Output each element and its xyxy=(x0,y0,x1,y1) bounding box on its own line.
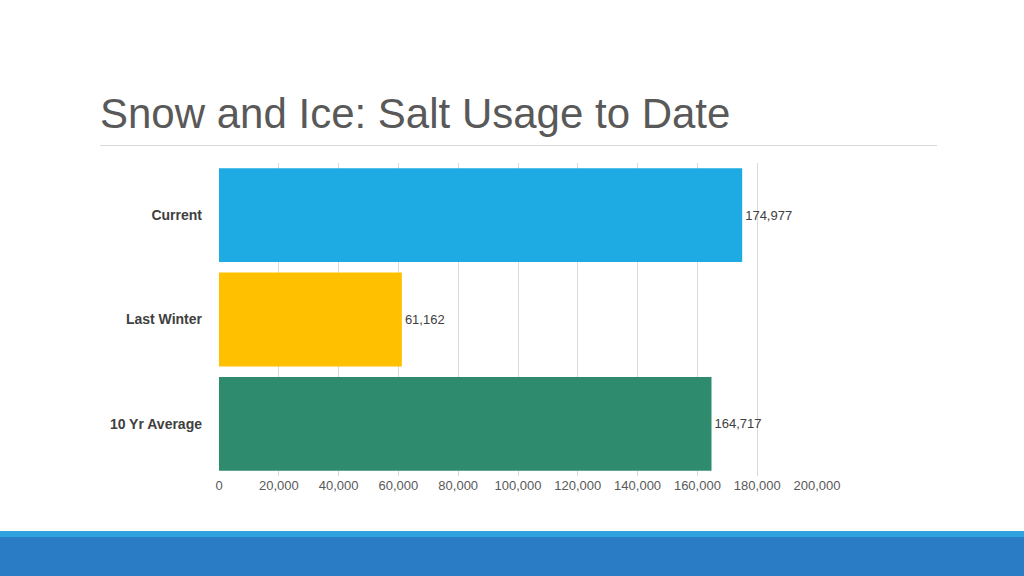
svg-text:160,000: 160,000 xyxy=(674,478,721,493)
svg-text:10 Yr Average: 10 Yr Average xyxy=(110,416,202,432)
svg-text:164,717: 164,717 xyxy=(715,416,762,431)
svg-text:40,000: 40,000 xyxy=(319,478,359,493)
svg-text:120,000: 120,000 xyxy=(554,478,601,493)
svg-text:140,000: 140,000 xyxy=(614,478,661,493)
svg-text:Last Winter: Last Winter xyxy=(126,311,203,327)
svg-text:Current: Current xyxy=(151,207,202,223)
svg-text:Snow and Ice: Salt Usage to Da: Snow and Ice: Salt Usage to Date xyxy=(100,90,730,137)
svg-text:61,162: 61,162 xyxy=(405,312,445,327)
svg-text:80,000: 80,000 xyxy=(438,478,478,493)
svg-text:100,000: 100,000 xyxy=(495,478,542,493)
svg-text:20,000: 20,000 xyxy=(259,478,299,493)
svg-text:174,977: 174,977 xyxy=(745,208,792,223)
svg-text:180,000: 180,000 xyxy=(734,478,781,493)
svg-text:200,000: 200,000 xyxy=(794,478,841,493)
svg-text:0: 0 xyxy=(215,478,222,493)
svg-text:60,000: 60,000 xyxy=(379,478,419,493)
